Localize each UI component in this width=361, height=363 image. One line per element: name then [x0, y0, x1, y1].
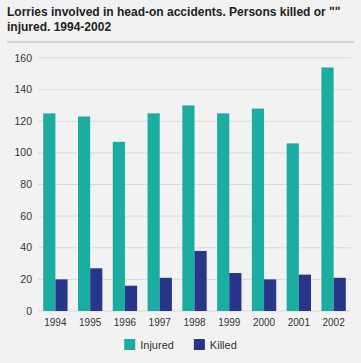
bar — [264, 279, 276, 311]
y-tick-label: 140 — [14, 83, 32, 95]
x-tick-label: 2001 — [288, 317, 311, 328]
legend-swatch — [124, 339, 135, 350]
bar — [113, 142, 125, 311]
x-tick-label: 1996 — [114, 317, 137, 328]
x-tick-label: 2002 — [322, 317, 345, 328]
y-tick-label: 20 — [20, 273, 32, 285]
x-tick-label: 1998 — [183, 317, 206, 328]
x-tick-label: 1997 — [149, 317, 172, 328]
background — [0, 0, 361, 363]
bar — [182, 105, 194, 311]
legend-item: Killed — [194, 339, 237, 351]
bar — [287, 143, 299, 311]
bar — [217, 113, 229, 311]
bar — [321, 67, 333, 311]
bar — [160, 278, 172, 311]
bar — [195, 251, 207, 311]
x-tick-label: 1999 — [218, 317, 241, 328]
y-tick-label: 60 — [20, 210, 32, 222]
y-tick-label: 40 — [20, 241, 32, 253]
x-tick-label: 1995 — [79, 317, 102, 328]
legend-item: Injured — [124, 339, 174, 351]
title-separator — [7, 42, 354, 43]
bar — [43, 113, 55, 311]
title: Lorries involved in head-on accidents. P… — [7, 5, 340, 19]
subtitle: injured. 1994-2002 — [7, 20, 111, 34]
x-tick-label: 2000 — [253, 317, 276, 328]
bar — [125, 286, 137, 311]
bar — [78, 117, 90, 311]
y-tick-label: 80 — [20, 178, 32, 190]
bar — [90, 268, 102, 311]
bar — [55, 279, 67, 311]
legend: Injured Killed — [124, 339, 237, 351]
bar — [252, 109, 264, 311]
chart: Lorries involved in head-on accidents. P… — [0, 0, 361, 363]
legend-label: Injured — [140, 339, 174, 351]
bar — [299, 275, 311, 311]
bar — [148, 113, 160, 311]
y-tick-label: 160 — [14, 52, 32, 64]
subtitle-line: injured. 1994-2002 — [7, 20, 111, 34]
legend-label: Killed — [210, 339, 237, 351]
y-tick-label: 120 — [14, 115, 32, 127]
grid-line — [38, 89, 351, 90]
x-tick-label: 1994 — [44, 317, 67, 328]
bars — [43, 67, 346, 311]
grid-line — [38, 58, 351, 59]
y-tick-label: 0 — [26, 305, 32, 317]
bar — [334, 278, 346, 311]
bar — [229, 273, 241, 311]
title-line: Lorries involved in head-on accidents. P… — [7, 5, 340, 19]
y-tick-label: 100 — [14, 146, 32, 158]
legend-swatch — [194, 339, 205, 350]
